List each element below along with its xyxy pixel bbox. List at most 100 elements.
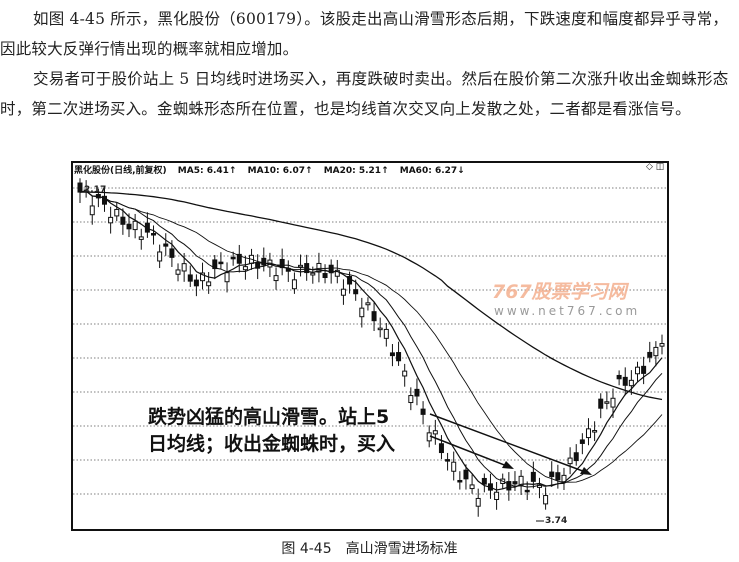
candle-body [77, 182, 83, 193]
candle-body [530, 471, 536, 482]
candle-body [187, 274, 193, 282]
candle-body [469, 484, 475, 490]
candle-body [585, 428, 591, 439]
annotation-arrow [429, 435, 513, 469]
candle-body [647, 351, 653, 358]
arrow-head-icon [580, 467, 592, 475]
candle-body [555, 472, 561, 481]
candle-body [236, 253, 242, 264]
candle-body [218, 261, 224, 265]
candle-body [138, 236, 144, 240]
candle-body [181, 263, 187, 272]
candle-body [506, 481, 512, 491]
candle-body [169, 248, 175, 258]
candle-body [224, 272, 230, 283]
candle-body [310, 272, 316, 276]
watermark-logo: 767股票学习网 [492, 281, 627, 303]
candle-body [389, 352, 395, 357]
candle-body [604, 401, 610, 404]
candle-body [340, 288, 346, 296]
candle-body [543, 495, 549, 505]
candle-body [132, 220, 138, 231]
stock-chart-frame [71, 161, 669, 531]
paragraph-1: 如图 4-45 所示，黑化股份（600179）。该股走出高山滑雪形态后期，下跌速… [0, 10, 729, 58]
candle-body [151, 233, 157, 236]
candle-body [524, 489, 530, 493]
candle-body [230, 256, 236, 260]
candle-body [383, 328, 389, 339]
candle-body [445, 459, 451, 462]
candle-body [316, 262, 322, 273]
candle-body [89, 205, 95, 216]
candle-body [512, 481, 518, 485]
candle-body [120, 216, 126, 225]
figure-caption: 图 4-45 高山滑雪进场标准 [281, 541, 458, 557]
paragraph-2: 交易者可于股价站上 5 日均线时进场买入，再度跌破时卖出。然后在股价第二次涨升收… [0, 70, 729, 118]
candle-body [377, 327, 383, 331]
candle-body [438, 443, 444, 454]
candle-body [108, 216, 114, 224]
candle-body [494, 491, 500, 500]
candle-body [463, 469, 469, 480]
ma20-line [79, 190, 663, 483]
candle-body [402, 370, 408, 377]
candle-body [261, 257, 267, 266]
candle-body [659, 343, 665, 347]
candle-body [634, 366, 640, 375]
candle-body [255, 262, 261, 269]
arrow-head-icon [502, 461, 514, 469]
candle-body [175, 269, 181, 275]
candle-body [126, 223, 132, 230]
candle-body [408, 395, 414, 404]
candle-body [353, 289, 359, 295]
watermark-url: www.net767.com [494, 304, 641, 318]
candle-body [641, 365, 647, 374]
chart-annotation: 跌势凶猛的高山滑雪。站上5 日均线；收出金蜘蛛时，买入 [148, 404, 395, 458]
candle-body [457, 479, 463, 483]
candle-body [157, 251, 163, 262]
chart-header: 黑化股份(日线,前复权) MA5: 6.41↑ MA10: 6.07↑ MA20… [74, 163, 473, 176]
ma5-label: MA5: 6.41↑ [177, 166, 237, 176]
candle-body [481, 477, 487, 485]
annotation-line-2: 日均线；收出金蜘蛛时，买入 [148, 433, 396, 455]
high-price-label: 2.17 [84, 185, 107, 195]
ma10-line [79, 190, 663, 488]
candle-body [451, 461, 457, 472]
candle-body [598, 398, 604, 409]
candle-body [163, 243, 169, 247]
candle-body [653, 346, 659, 357]
candle-body [610, 397, 616, 408]
candle-body [200, 272, 206, 282]
candle-body [616, 374, 622, 380]
candle-body [628, 379, 634, 387]
ma60-line [80, 191, 663, 401]
ma5-line [79, 190, 663, 491]
annotation-arrow [429, 413, 589, 474]
candle-body [414, 388, 420, 397]
ma10-label: MA10: 6.07↑ [247, 166, 313, 176]
candle-body [114, 208, 120, 217]
chart-toolbar-icons: ◇ ◫ [646, 162, 665, 172]
candle-body [573, 452, 579, 462]
candle-body [420, 408, 426, 415]
candle-body [475, 497, 481, 507]
candle-body [328, 264, 334, 274]
candle-body [334, 269, 340, 277]
candle-body [622, 376, 628, 386]
candle-body [206, 281, 212, 287]
candle-body [432, 430, 438, 435]
candle-body [396, 352, 402, 362]
ma60-label: MA60: 6.27↓ [399, 166, 465, 176]
annotation-line-1: 跌势凶猛的高山滑雪。站上5 [148, 406, 390, 428]
candle-body [212, 259, 218, 270]
candle-body [322, 273, 328, 279]
ma20-label: MA20: 5.21↑ [323, 166, 389, 176]
candle-body [579, 439, 585, 444]
candle-body [371, 311, 377, 322]
chart-title: 黑化股份(日线,前复权) [74, 166, 167, 176]
candle-body [567, 457, 573, 465]
candle-body [549, 471, 555, 478]
candle-body [298, 264, 304, 268]
